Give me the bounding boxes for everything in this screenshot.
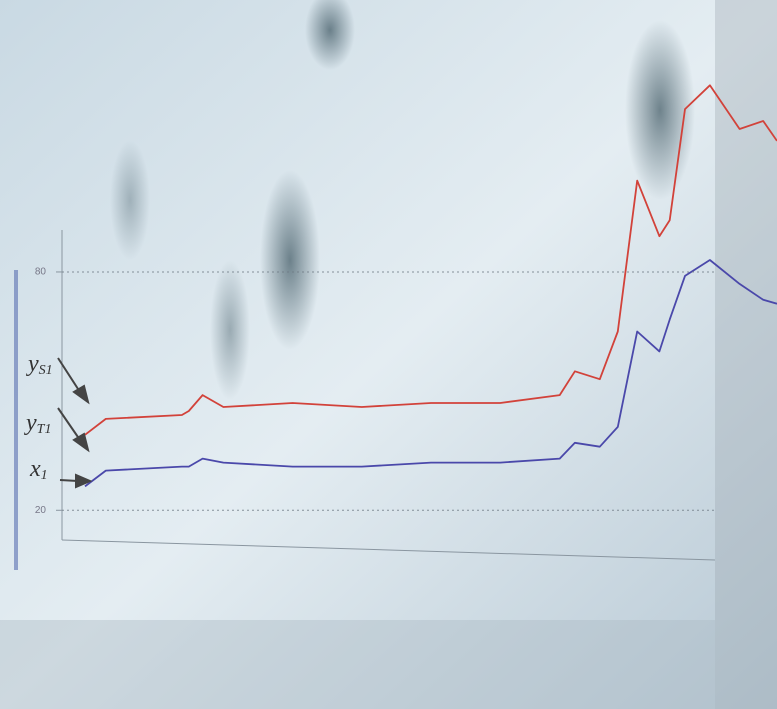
annotation: yS1 bbox=[26, 351, 53, 379]
screen-edge bbox=[715, 0, 777, 709]
annotation-sub: S1 bbox=[39, 363, 53, 378]
texture bbox=[210, 260, 250, 400]
texture bbox=[305, 0, 355, 70]
screen-frame bbox=[0, 620, 715, 709]
annotation-main: y bbox=[26, 351, 39, 377]
data-line bbox=[84, 259, 777, 488]
texture bbox=[260, 170, 320, 350]
annotation: x1 bbox=[29, 456, 48, 484]
data-line bbox=[84, 84, 777, 436]
screen-bar bbox=[14, 270, 18, 570]
arrows bbox=[57, 357, 93, 489]
annotation: yT1 bbox=[24, 410, 51, 438]
annotation-main: x bbox=[29, 456, 41, 482]
annotation-main: y bbox=[24, 410, 37, 436]
texture bbox=[625, 20, 695, 200]
annotation-sub: 1 bbox=[41, 468, 48, 483]
y-tick-label: 20 bbox=[35, 505, 47, 516]
y-tick-label: 80 bbox=[35, 267, 47, 278]
annotation-sub: T1 bbox=[37, 422, 52, 437]
x-axis bbox=[61, 539, 716, 561]
texture bbox=[110, 140, 150, 260]
